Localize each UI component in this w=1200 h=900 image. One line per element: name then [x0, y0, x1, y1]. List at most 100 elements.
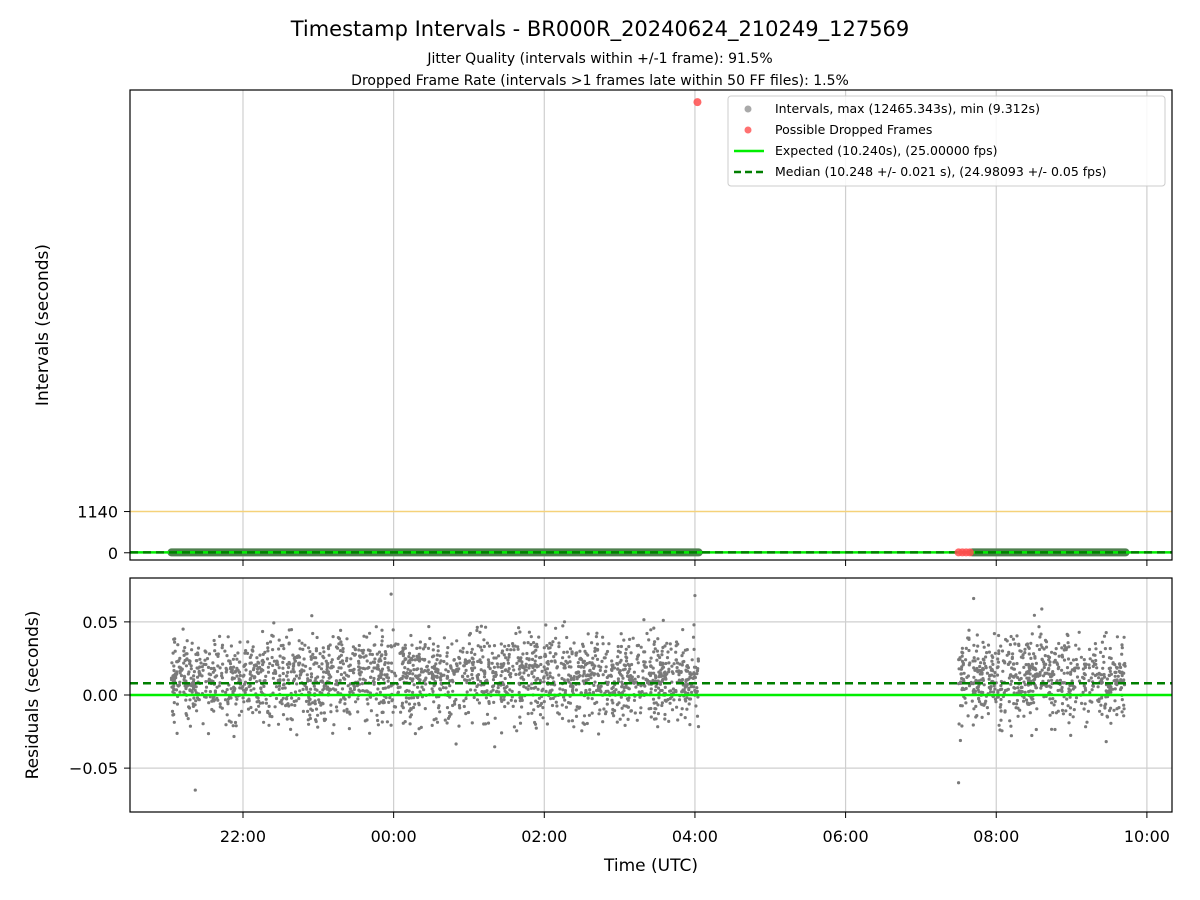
residual-point: [235, 657, 239, 661]
residual-point: [321, 675, 325, 679]
residual-point: [240, 709, 244, 714]
residual-point: [353, 652, 357, 657]
x-tick-label: 10:00: [1124, 827, 1170, 846]
residual-point: [432, 654, 436, 658]
residual-point: [554, 626, 558, 630]
residual-point: [418, 646, 422, 650]
residual-point: [383, 650, 387, 654]
residual-point: [308, 713, 312, 717]
residual-point: [692, 647, 696, 652]
residual-point: [170, 685, 174, 689]
residual-point: [967, 628, 971, 632]
residual-point: [212, 667, 216, 671]
residual-point: [451, 703, 455, 708]
residual-point: [981, 667, 986, 672]
residual-point: [278, 654, 282, 658]
residual-point: [197, 697, 201, 702]
residual-point: [274, 696, 279, 701]
residual-point: [1093, 642, 1097, 646]
residual-point: [1103, 704, 1107, 708]
residual-point: [218, 681, 222, 685]
residual-point: [276, 663, 280, 667]
residual-point: [311, 701, 315, 705]
residual-point: [258, 679, 262, 683]
residual-point: [584, 679, 588, 683]
residual-point: [1016, 706, 1020, 710]
residual-point: [1100, 712, 1104, 717]
residual-point: [1034, 727, 1038, 732]
residual-point: [457, 656, 462, 661]
residual-point: [218, 702, 222, 706]
residual-point: [299, 670, 304, 674]
residual-point: [180, 668, 184, 672]
residual-point: [224, 670, 228, 674]
residual-point: [238, 686, 242, 690]
residual-point: [570, 689, 575, 693]
residual-point: [1111, 687, 1115, 691]
residual-point: [442, 659, 446, 664]
residual-point: [368, 731, 372, 735]
residual-point: [277, 684, 282, 688]
residual-point: [967, 648, 971, 653]
residual-point: [567, 655, 571, 659]
residual-point: [553, 659, 557, 663]
residual-point: [972, 656, 976, 660]
residual-point: [190, 648, 194, 652]
residual-point: [1067, 687, 1071, 691]
residual-point: [409, 713, 413, 717]
residual-point: [482, 644, 486, 649]
residual-point: [503, 676, 507, 681]
residual-point: [533, 668, 537, 672]
residual-point: [348, 668, 352, 673]
residual-point: [574, 708, 578, 712]
residual-point: [589, 676, 593, 680]
residual-point: [448, 695, 452, 699]
residual-point: [329, 703, 333, 707]
top-y-tick-label: 1140: [77, 503, 118, 522]
residual-point: [425, 665, 429, 669]
residual-point: [307, 722, 311, 726]
residual-point: [984, 699, 988, 703]
residual-point: [411, 705, 416, 710]
residual-point: [641, 676, 645, 680]
residual-point: [194, 699, 198, 703]
residual-point: [557, 712, 561, 716]
residual-point: [246, 640, 250, 644]
residual-point: [537, 635, 541, 639]
residual-point: [1027, 664, 1031, 668]
residual-point: [1032, 701, 1036, 705]
residual-point: [411, 672, 415, 676]
residual-point: [380, 669, 384, 674]
residual-point: [308, 678, 312, 683]
residual-point: [1120, 646, 1124, 650]
residual-point: [290, 696, 294, 700]
residual-point: [441, 686, 445, 690]
residual-point: [992, 684, 996, 688]
residual-point: [1060, 702, 1065, 706]
residual-point: [338, 649, 343, 653]
residual-point: [683, 697, 687, 702]
residual-point: [327, 687, 331, 691]
residual-point: [518, 721, 523, 725]
residual-point: [982, 683, 986, 687]
residual-point: [172, 664, 176, 668]
residual-point: [653, 640, 657, 644]
residual-point: [1007, 676, 1012, 680]
residual-point: [238, 673, 242, 678]
residual-point: [660, 701, 665, 705]
residual-point: [318, 690, 322, 694]
residual-point: [679, 713, 683, 717]
residual-point: [550, 643, 554, 647]
residual-point: [986, 712, 991, 716]
residual-point: [528, 663, 532, 668]
residual-point: [1069, 670, 1073, 674]
residual-point: [357, 643, 361, 648]
residual-point: [263, 679, 267, 683]
residual-point: [345, 707, 349, 712]
residual-point: [595, 657, 600, 662]
residual-point: [960, 646, 965, 650]
residual-point: [622, 704, 626, 708]
residual-point: [232, 685, 236, 689]
residual-point: [338, 660, 342, 665]
